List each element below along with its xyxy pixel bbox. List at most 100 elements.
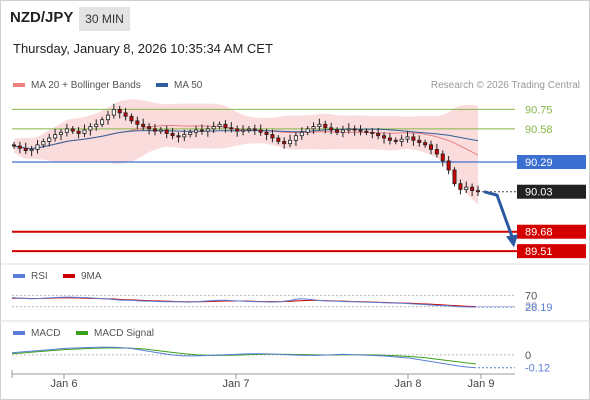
support-label-box bbox=[517, 244, 586, 259]
candle-body bbox=[264, 131, 269, 135]
candle-body bbox=[346, 128, 351, 131]
rsi-9ma-line bbox=[12, 297, 477, 308]
pivot-label-box bbox=[517, 155, 586, 169]
x-tick-label: Jan 8 bbox=[395, 378, 422, 390]
last-price-box bbox=[517, 184, 586, 199]
legend-swatch bbox=[13, 274, 25, 279]
candle-body bbox=[323, 123, 328, 129]
candle-body bbox=[211, 126, 216, 130]
candle-body bbox=[100, 119, 105, 125]
legend-swatch bbox=[156, 83, 168, 88]
candle-body bbox=[205, 128, 210, 132]
candle-body bbox=[393, 139, 398, 142]
candle-body bbox=[188, 131, 193, 135]
candle-body bbox=[464, 186, 469, 190]
candle-body bbox=[41, 141, 46, 146]
legend-label: MACD Signal bbox=[94, 328, 155, 339]
candle-body bbox=[358, 129, 363, 132]
legend-swatch bbox=[13, 83, 25, 88]
candle-body bbox=[288, 139, 293, 145]
macd-last-value: -0.12 bbox=[525, 363, 550, 375]
macd-tick-0: 0 bbox=[525, 350, 531, 362]
legend-label: RSI bbox=[31, 271, 48, 282]
legend-ma20: MA 20 + Bollinger Bands bbox=[13, 80, 141, 91]
candle-body bbox=[370, 131, 375, 134]
candle-body bbox=[123, 112, 128, 117]
legend-swatch bbox=[76, 331, 88, 336]
support-label-box bbox=[517, 224, 586, 239]
legend-macd-signal: MACD Signal bbox=[76, 328, 154, 339]
candle-body bbox=[182, 134, 187, 138]
candle-body bbox=[199, 129, 204, 132]
legend-label: MA 50 bbox=[174, 80, 203, 91]
candle-body bbox=[270, 134, 275, 139]
legend-swatch bbox=[13, 331, 25, 336]
candle-body bbox=[88, 126, 93, 131]
candle-body bbox=[299, 131, 304, 137]
candle-body bbox=[170, 133, 175, 137]
legend-label: MA 20 + Bollinger Bands bbox=[31, 80, 141, 91]
candle-body bbox=[164, 129, 169, 134]
candle-body bbox=[17, 145, 22, 149]
candle-body bbox=[311, 126, 316, 130]
candle-body bbox=[29, 149, 34, 152]
bollinger-band-area bbox=[14, 99, 478, 205]
candle-body bbox=[11, 144, 17, 147]
candle-body bbox=[223, 123, 228, 129]
candle-body bbox=[111, 109, 116, 116]
candle-body bbox=[411, 136, 416, 141]
candle-body bbox=[70, 128, 75, 132]
candle-body bbox=[376, 133, 381, 137]
candle-body bbox=[23, 147, 28, 151]
candle-body bbox=[241, 129, 246, 132]
candle-body bbox=[35, 144, 40, 150]
candle-body bbox=[399, 138, 404, 142]
candle-body bbox=[340, 129, 345, 133]
legend-rsi: RSI bbox=[13, 271, 48, 282]
candle-body bbox=[235, 128, 240, 132]
candle-body bbox=[352, 128, 357, 131]
legend-ma50: MA 50 bbox=[156, 80, 202, 91]
resistance-label: 90.58 bbox=[525, 124, 553, 136]
timeframe-button[interactable]: 30 MIN bbox=[79, 7, 130, 31]
candle-body bbox=[452, 169, 457, 185]
candle-body bbox=[434, 149, 439, 155]
candle-body bbox=[152, 128, 157, 132]
candle-body bbox=[252, 128, 257, 131]
candle-body bbox=[176, 135, 181, 138]
research-credit: Research © 2026 Trading Central bbox=[430, 80, 580, 91]
legend-swatch bbox=[63, 274, 75, 279]
candle-body bbox=[129, 115, 134, 122]
legend-label: 9MA bbox=[81, 271, 102, 282]
candle-body bbox=[458, 183, 463, 190]
candle-body bbox=[135, 120, 140, 125]
candle-body bbox=[405, 136, 410, 140]
legend-label: MACD bbox=[31, 328, 61, 339]
candle-body bbox=[470, 186, 475, 191]
rsi-tick-70: 70 bbox=[525, 290, 537, 302]
x-tick-label: Jan 6 bbox=[51, 378, 78, 390]
candle-body bbox=[217, 123, 222, 127]
candle-body bbox=[282, 141, 287, 145]
legend-9ma: 9MA bbox=[63, 271, 102, 282]
candle-body bbox=[82, 129, 87, 134]
timestamp: Thursday, January 8, 2026 10:35:34 AM CE… bbox=[13, 41, 273, 56]
candle-body bbox=[417, 139, 422, 143]
candle-body bbox=[475, 190, 481, 193]
forecast-arrow bbox=[483, 190, 515, 240]
candle-body bbox=[382, 135, 387, 139]
candle-body bbox=[329, 127, 334, 131]
candle-body bbox=[293, 135, 298, 141]
candle-body bbox=[47, 137, 52, 142]
candle-body bbox=[440, 153, 445, 162]
support-label: 89.68 bbox=[525, 227, 553, 239]
forecast-arrowhead bbox=[506, 234, 518, 248]
candle-body bbox=[147, 126, 152, 130]
candle-body bbox=[429, 144, 434, 150]
candle-body bbox=[335, 129, 340, 133]
macd-line bbox=[11, 346, 477, 369]
candle-body bbox=[305, 128, 310, 133]
rsi-tick-30: 30 bbox=[525, 301, 537, 313]
candle-body bbox=[58, 131, 63, 135]
